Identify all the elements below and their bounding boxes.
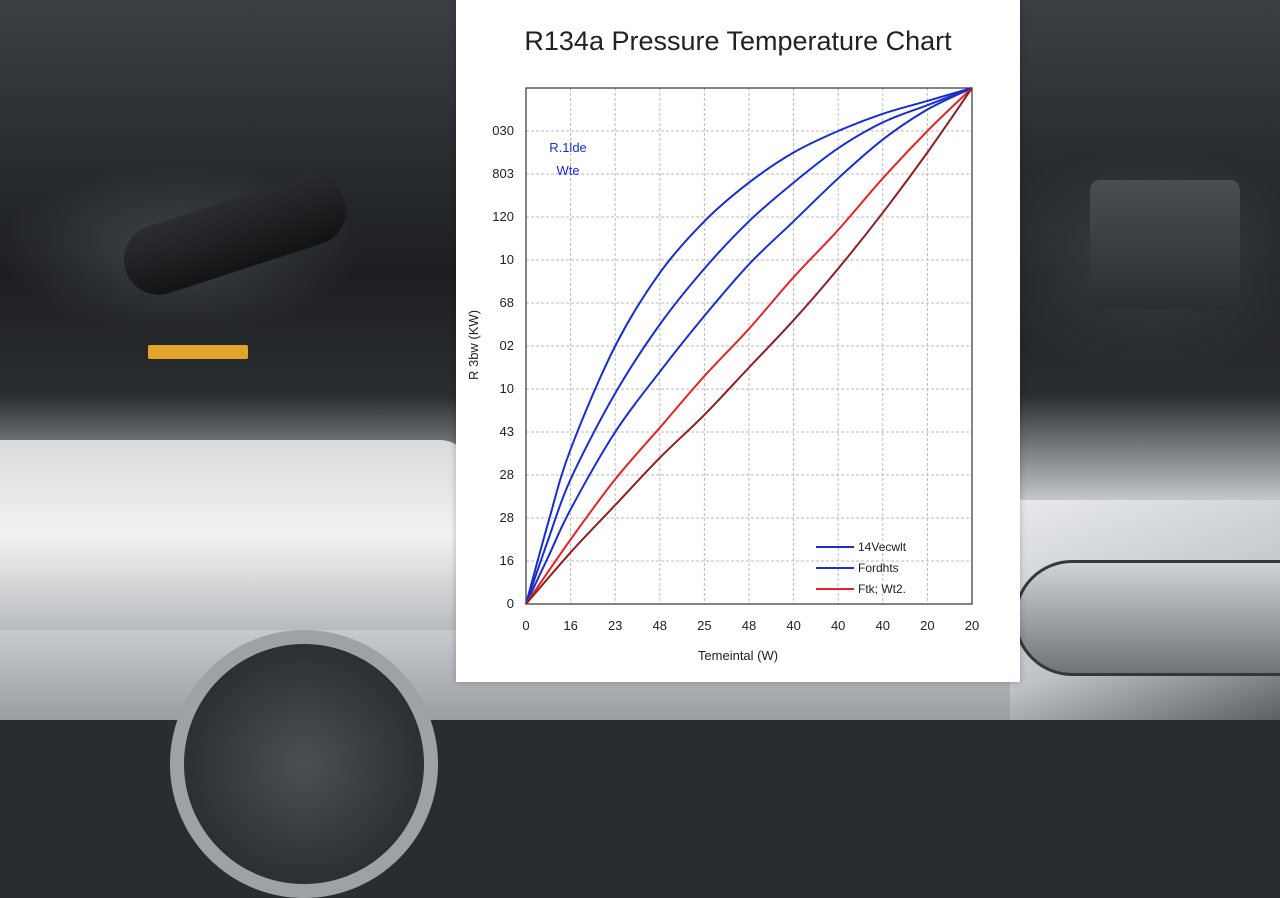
y-tick-label: 02 bbox=[500, 338, 514, 353]
x-tick-label: 23 bbox=[608, 618, 622, 633]
legend-label: 14Vecwlt bbox=[858, 540, 907, 554]
x-tick-label: 20 bbox=[920, 618, 934, 633]
inplot-label-line-2: Wte bbox=[556, 163, 579, 178]
chart-legend: 14Vecwlt Fordhts Ftk; Wt2. bbox=[816, 540, 907, 596]
engine-label-graphic bbox=[148, 345, 248, 359]
y-tick-label: 68 bbox=[500, 295, 514, 310]
series-line bbox=[525, 87, 973, 605]
pressure-temperature-chart: 0 16 28 28 43 10 02 68 10 120 803 030 0 16 23 48 25 48 40… bbox=[466, 87, 979, 663]
legend-label: Fordhts bbox=[858, 561, 899, 575]
y-tick-label: 28 bbox=[500, 467, 514, 482]
y-tick-label: 10 bbox=[500, 252, 514, 267]
series-line bbox=[525, 87, 973, 605]
x-tick-label: 48 bbox=[653, 618, 667, 633]
x-tick-label: 25 bbox=[697, 618, 711, 633]
series-line bbox=[525, 87, 973, 605]
y-tick-label: 120 bbox=[492, 209, 514, 224]
series-line bbox=[525, 87, 973, 605]
headlight-graphic bbox=[1014, 560, 1280, 676]
x-axis-label: Temeintal (W) bbox=[698, 648, 778, 663]
y-tick-label: 43 bbox=[500, 424, 514, 439]
x-tick-label: 40 bbox=[876, 618, 890, 633]
series-line bbox=[525, 87, 973, 605]
chart-title: R134a Pressure Temperature Chart bbox=[524, 26, 952, 56]
chart-grid bbox=[525, 87, 973, 605]
x-tick-label: 0 bbox=[522, 618, 529, 633]
y-tick-labels: 0 16 28 28 43 10 02 68 10 120 803 030 bbox=[492, 123, 514, 611]
y-tick-label: 28 bbox=[500, 510, 514, 525]
x-tick-labels: 0 16 23 48 25 48 40 40 40 20 20 bbox=[522, 618, 979, 633]
chart-axes bbox=[525, 87, 973, 605]
x-tick-label: 20 bbox=[965, 618, 979, 633]
y-tick-label: 10 bbox=[500, 381, 514, 396]
y-tick-label: 0 bbox=[507, 596, 514, 611]
legend-label: Ftk; Wt2. bbox=[858, 582, 906, 596]
y-tick-label: 030 bbox=[492, 123, 514, 138]
y-tick-label: 803 bbox=[492, 166, 514, 181]
x-tick-label: 48 bbox=[742, 618, 756, 633]
x-tick-label: 16 bbox=[563, 618, 577, 633]
x-tick-label: 40 bbox=[786, 618, 800, 633]
y-tick-label: 16 bbox=[500, 553, 514, 568]
engine-component-graphic bbox=[1090, 180, 1240, 310]
car-emblem-graphic bbox=[170, 630, 438, 898]
car-hood-left-graphic bbox=[0, 440, 470, 630]
plot-frame bbox=[525, 87, 973, 605]
inplot-label-line-1: R.1lde bbox=[549, 140, 587, 155]
chart-series bbox=[525, 87, 973, 605]
y-axis-label: R 3bw (KW) bbox=[466, 310, 481, 380]
x-tick-label: 40 bbox=[831, 618, 845, 633]
chart-panel: R134a Pressure Temperature Chart 0 16 28 28… bbox=[456, 0, 1020, 682]
